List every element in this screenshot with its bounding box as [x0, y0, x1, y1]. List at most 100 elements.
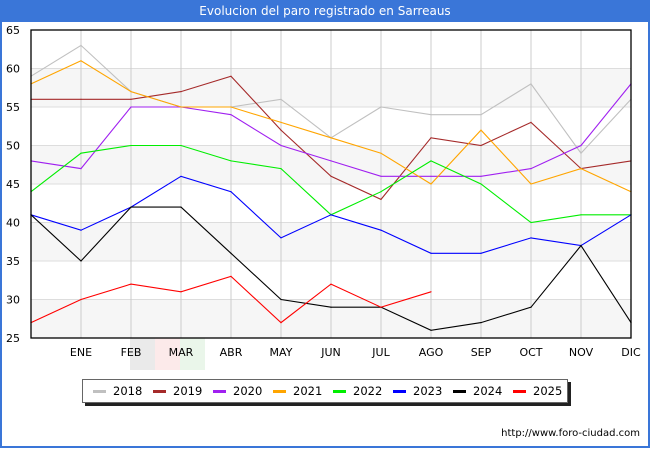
data-point-2021: [430, 183, 432, 185]
series-lines: [30, 44, 632, 331]
data-point-2019: [480, 144, 482, 147]
data-point-2019: [380, 198, 382, 200]
data-point-2024: [280, 298, 282, 301]
legend-item-2021: 2021: [269, 384, 323, 398]
legend-item-2025: 2025: [509, 384, 563, 398]
data-point-2020: [530, 168, 532, 170]
data-point-2022: [180, 144, 182, 147]
data-point-2024: [480, 322, 482, 324]
legend-item-2019: 2019: [149, 384, 203, 398]
data-point-2018: [80, 44, 82, 47]
data-point-2022: [130, 144, 132, 147]
data-point-2019: [180, 91, 182, 93]
data-point-2023: [530, 237, 532, 239]
data-point-2023: [280, 237, 282, 239]
legend-label: 2025: [533, 384, 563, 398]
legend-item-2018: 2018: [89, 384, 143, 398]
data-point-2025: [230, 275, 232, 277]
y-tick-label: 35: [6, 255, 20, 268]
legend: 2018 2019 2020 2021 2022 2023 2024 2025: [82, 379, 568, 403]
x-axis-ticks: ENE FEB MAR ABR MAY JUN JUL AGO SEP OCT NOV DIC: [70, 346, 641, 359]
legend-swatch: [453, 389, 466, 393]
x-tick-label: OCT: [519, 346, 542, 359]
data-point-2019: [430, 137, 432, 139]
legend-swatch: [513, 389, 526, 393]
data-point-2024: [580, 245, 582, 247]
data-point-2021: [330, 137, 332, 139]
legend-label: 2020: [233, 384, 263, 398]
y-tick-label: 45: [6, 178, 20, 191]
data-point-2020: [430, 175, 432, 177]
data-point-2018: [430, 114, 432, 116]
legend-swatch: [333, 389, 346, 393]
legend-swatch: [393, 389, 406, 393]
plot-border: [30, 29, 632, 339]
y-tick-label: 40: [6, 217, 20, 230]
data-point-2020: [480, 175, 482, 177]
legend-label: 2022: [353, 384, 383, 398]
data-point-2022: [480, 183, 482, 185]
legend-item-2023: 2023: [389, 384, 443, 398]
y-axis-ticks: 25 30 35 40 45 50 55 60 65: [6, 24, 20, 345]
data-point-2022: [80, 152, 82, 154]
data-point-2023: [230, 191, 232, 193]
data-point-2019: [530, 121, 532, 123]
data-point-2021: [580, 168, 582, 170]
legend-label: 2018: [113, 384, 143, 398]
data-point-2021: [130, 91, 132, 93]
data-point-2025: [330, 283, 332, 285]
data-point-2019: [280, 129, 282, 131]
data-point-2025: [380, 306, 382, 308]
data-point-2020: [80, 168, 82, 170]
legend-label: 2021: [293, 384, 323, 398]
watermark-stripe-green: [180, 338, 205, 370]
data-point-2022: [280, 168, 282, 170]
data-point-2019: [230, 75, 232, 77]
data-point-2021: [180, 106, 182, 108]
x-tick-label: ENE: [70, 346, 92, 359]
legend-swatch: [273, 389, 286, 393]
x-tick-label: DIC: [621, 346, 641, 359]
x-tick-label: AGO: [419, 346, 444, 359]
data-point-2021: [230, 106, 232, 108]
data-point-2018: [480, 114, 482, 116]
x-tick-label: SEP: [471, 346, 492, 359]
data-point-2020: [330, 160, 332, 162]
data-point-2021: [530, 183, 532, 185]
data-point-2020: [230, 114, 232, 116]
data-point-2020: [380, 175, 382, 177]
x-tick-label: JUN: [320, 346, 341, 359]
data-point-2023: [480, 252, 482, 254]
data-point-2024: [130, 206, 132, 208]
legend-item-2024: 2024: [449, 384, 503, 398]
y-tick-label: 30: [6, 294, 20, 307]
x-tick-label: FEB: [121, 346, 142, 359]
watermark-stripe-black: [130, 338, 155, 370]
data-point-2024: [430, 329, 432, 331]
data-point-2022: [530, 221, 532, 224]
data-point-2021: [280, 121, 282, 123]
data-point-2021: [480, 129, 482, 131]
data-point-2019: [330, 175, 332, 177]
y-tick-label: 55: [6, 101, 20, 114]
data-point-2022: [430, 160, 432, 162]
data-point-2023: [330, 214, 332, 216]
data-point-2022: [380, 191, 382, 193]
data-point-2018: [580, 152, 582, 154]
data-point-2024: [230, 252, 232, 254]
legend-swatch: [213, 389, 226, 393]
x-tick-label: ABR: [220, 346, 243, 359]
y-tick-label: 50: [6, 140, 20, 153]
legend-label: 2019: [173, 384, 203, 398]
data-point-2021: [80, 60, 82, 62]
source-url: http://www.foro-ciudad.com: [501, 428, 640, 439]
data-point-2021: [380, 152, 382, 154]
watermark-stripe-red: [155, 338, 180, 370]
data-point-2023: [380, 229, 382, 231]
data-point-2024: [530, 306, 532, 308]
x-tick-label: MAY: [270, 346, 293, 359]
data-point-2024: [180, 206, 182, 208]
flag-watermark: [130, 338, 205, 370]
data-point-2024: [80, 260, 82, 262]
data-point-2018: [380, 106, 382, 108]
